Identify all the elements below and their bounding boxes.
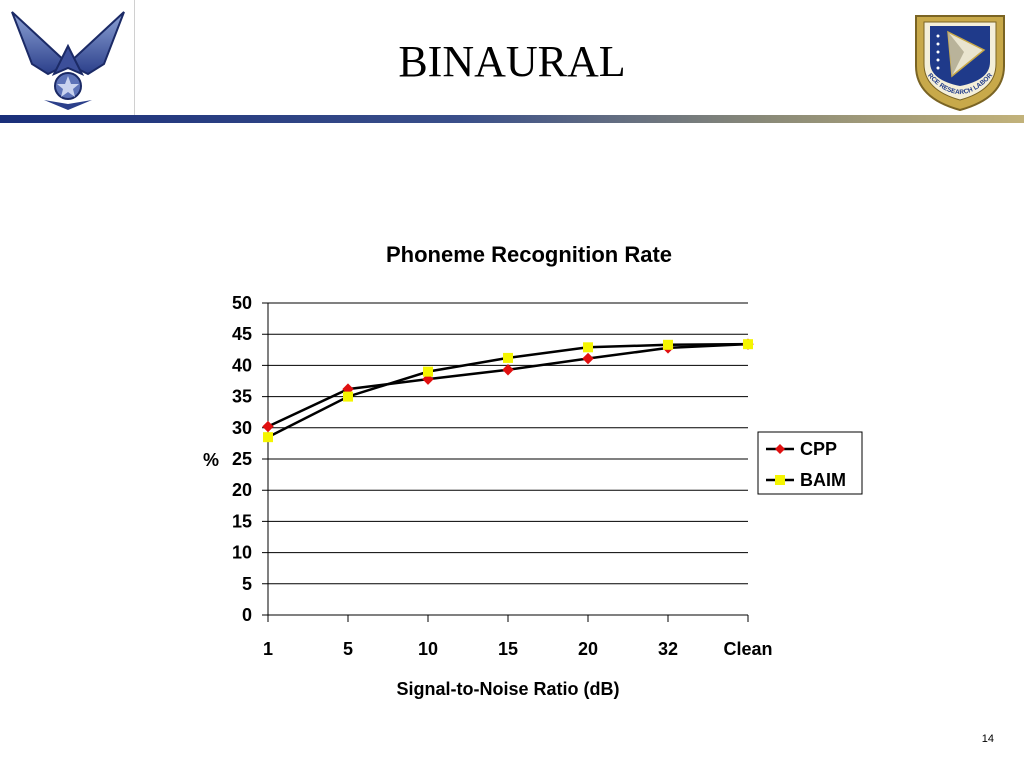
x-tick-label: 32 — [658, 639, 678, 659]
data-point-baim — [743, 339, 753, 350]
legend-marker-cpp — [775, 444, 785, 454]
x-tick-label: 20 — [578, 639, 598, 659]
x-tick-label: 10 — [418, 639, 438, 659]
x-tick-label: 5 — [343, 639, 353, 659]
data-point-cpp — [502, 364, 514, 376]
legend-label-cpp: CPP — [800, 439, 837, 459]
air-force-wings-logo — [11, 11, 125, 110]
y-tick-label: 5 — [242, 574, 252, 594]
data-point-baim — [583, 342, 593, 353]
x-tick-label: 15 — [498, 639, 518, 659]
y-tick-label: 20 — [232, 480, 252, 500]
y-tick-label: 45 — [232, 324, 252, 344]
y-tick-label: 35 — [232, 387, 252, 407]
x-tick-label: Clean — [723, 639, 772, 659]
legend-label-baim: BAIM — [800, 470, 846, 490]
y-tick-label: 40 — [232, 355, 252, 375]
chart-title: Phoneme Recognition Rate — [386, 242, 672, 267]
data-point-baim — [503, 352, 513, 363]
data-point-baim — [423, 366, 433, 377]
y-tick-label: 50 — [232, 293, 252, 313]
data-point-cpp — [582, 352, 594, 365]
y-tick-label: 30 — [232, 418, 252, 438]
legend-marker-baim — [775, 475, 785, 485]
x-axis-title: Signal-to-Noise Ratio (dB) — [397, 679, 620, 699]
header-divider — [134, 0, 135, 115]
y-axis-title: % — [203, 450, 219, 470]
y-tick-label: 0 — [242, 605, 252, 625]
y-tick-label: 10 — [232, 543, 252, 563]
data-point-baim — [263, 432, 273, 443]
data-point-baim — [663, 339, 673, 350]
data-point-cpp — [262, 420, 274, 433]
air-force-research-laboratory-shield: AIR FORCE RESEARCH LABORATORY — [908, 6, 1005, 112]
y-tick-label: 15 — [232, 511, 252, 531]
x-tick-label: 1 — [263, 639, 273, 659]
header-accent-bar — [0, 115, 1024, 123]
data-point-baim — [343, 391, 353, 402]
slide-number: 14 — [981, 733, 994, 745]
slide-title: BINAURAL — [398, 37, 626, 86]
y-tick-label: 25 — [232, 449, 252, 469]
